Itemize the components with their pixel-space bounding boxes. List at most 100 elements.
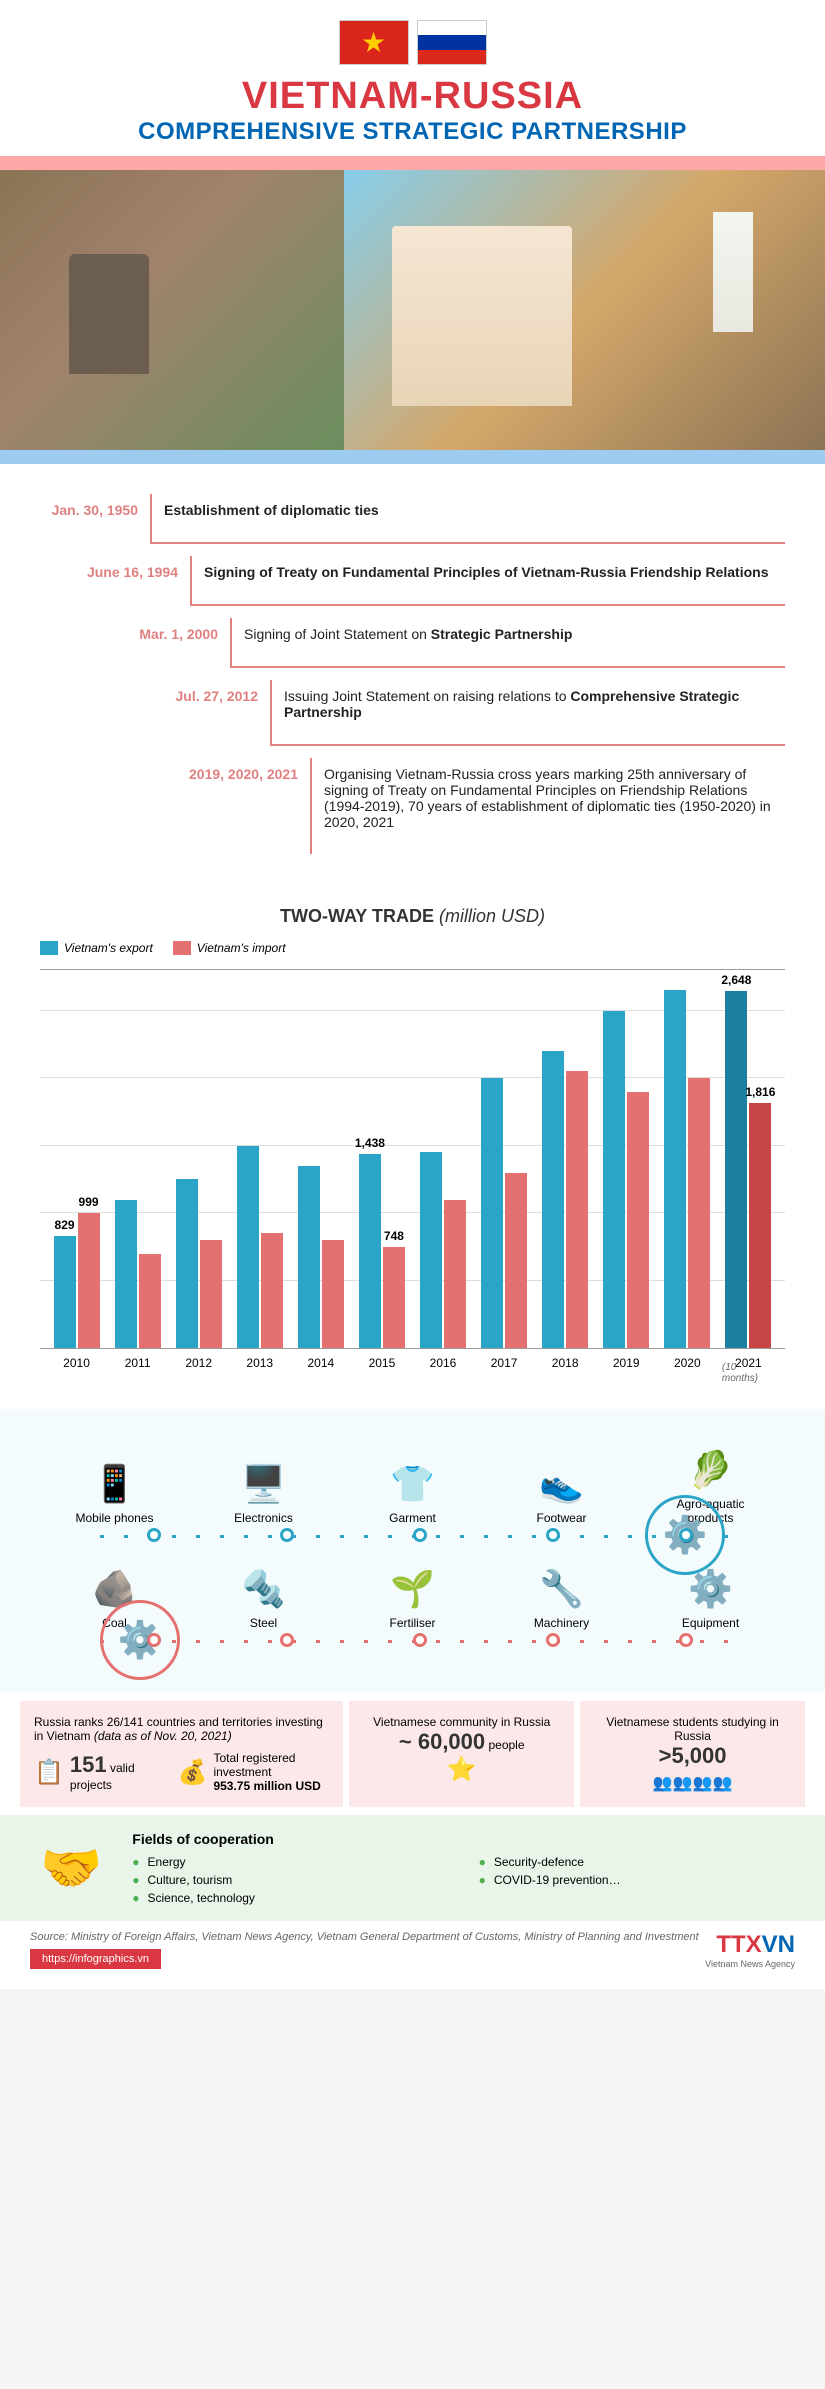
product-icon: 🌱 [363,1568,463,1610]
connector-dot-icon [280,1633,294,1647]
connector-dot-icon [413,1528,427,1542]
cooperation-item: Security-defence [479,1855,785,1869]
chart-section: TWO-WAY TRADE (million USD) Vietnam's ex… [0,886,825,1369]
product-item: 🌱Fertiliser [363,1568,463,1630]
chart-year-group: 2014 [294,970,347,1348]
product-icon: 🔩 [214,1568,314,1610]
vietnam-landmark-image [0,170,344,450]
product-icon: 📱 [65,1463,165,1505]
product-item: ⚙️ Equipment [661,1568,761,1630]
product-icon: 🔧 [512,1568,612,1610]
import-bar [566,1071,588,1348]
year-label: 2019 [613,1356,640,1370]
import-bar: 999 [78,1213,100,1348]
chart-year-group: 2017 [478,970,531,1348]
year-label: 2018 [552,1356,579,1370]
source-text: Source: Ministry of Foreign Affairs, Vie… [30,1931,699,1943]
product-item: 📱Mobile phones [65,1463,165,1525]
russia-flag-icon [417,20,487,65]
export-bar [115,1200,137,1349]
agency-logo: TTXVN [705,1931,795,1959]
import-bar [627,1092,649,1348]
product-label: Electronics [214,1511,314,1525]
timeline-text: Signing of Joint Statement on Strategic … [244,626,785,642]
chart-year-group: 2020 [661,970,714,1348]
header: VIETNAM-RUSSIA COMPREHENSIVE STRATEGIC P… [0,0,825,156]
chart-year-group: 8299992010 [50,970,103,1348]
cooperation-item: Energy [132,1855,438,1869]
year-label: 2010 [63,1356,90,1370]
cooperation-section: 🤝 Fields of cooperation Energy Security-d… [0,1815,825,1921]
cooperation-item: Culture, tourism [132,1873,438,1887]
handshake-icon: 🤝 [40,1839,102,1898]
export-bar [664,990,686,1348]
community-stat-box: Vietnamese community in Russia ~ 60,000 … [349,1701,574,1807]
import-bar [139,1254,161,1349]
export-swatch-icon [40,941,58,955]
export-bar: 2,648 [725,991,747,1348]
cooperation-list: EnergySecurity-defenceCulture, tourismCO… [132,1855,785,1905]
chart-legend: Vietnam's export Vietnam's import [40,941,785,955]
timeline-date: Jan. 30, 1950 [40,494,150,518]
export-connector-line: ⚙️ [80,1535,745,1538]
connector-dot-icon [147,1633,161,1647]
import-bar: 748 [383,1247,405,1348]
investment-stat-box: Russia ranks 26/141 countries and territ… [20,1701,343,1807]
timeline-item: Jan. 30, 1950 Establishment of diplomatic… [40,494,785,544]
product-icon: ⚙️ [661,1568,761,1610]
people-icons: 👥👥👥👥 [594,1773,791,1793]
export-bar: 829 [54,1236,76,1348]
import-bar [444,1200,466,1349]
chart-year-group: 2013 [233,970,286,1348]
connector-dot-icon [546,1528,560,1542]
timeline-item: 2019, 2020, 2021Organising Vietnam-Russi… [40,758,785,854]
source-url: https://infographics.vn [30,1949,161,1969]
product-label: Equipment [661,1616,761,1630]
subtitle: COMPREHENSIVE STRATEGIC PARTNERSHIP [0,118,825,146]
product-item: 👟Footwear [512,1463,612,1525]
export-bar [237,1146,259,1349]
connector-dot-icon [679,1633,693,1647]
product-label: Steel [214,1616,314,1630]
timeline-date: 2019, 2020, 2021 [40,758,310,782]
timeline-text: Establishment of diplomatic ties [164,502,785,518]
chart-year-group: 2,6481,8162021(10 months) [722,970,775,1348]
year-label: 2020 [674,1356,701,1370]
timeline-item: June 16, 1994 Signing of Treaty on Fundam… [40,556,785,606]
timeline-date: June 16, 1994 [40,556,190,580]
products-section: 📱Mobile phones🖥️Electronics👕Garment👟Foot… [0,1409,825,1693]
year-label: 2011 [125,1356,151,1370]
import-connector-line: ⚙️ [80,1640,745,1643]
timeline-item: Mar. 1, 2000Signing of Joint Statement o… [40,618,785,668]
product-icon: 🥬 [661,1449,761,1491]
cooperation-title: Fields of cooperation [132,1831,785,1847]
export-bar: 1,438 [359,1154,381,1348]
chart-year-group: 2016 [416,970,469,1348]
year-label: 2013 [246,1356,273,1370]
product-icon: 👕 [363,1463,463,1505]
star-people-icon: ⭐ [363,1755,560,1784]
export-bar [298,1166,320,1348]
export-bar [481,1078,503,1348]
import-bar [505,1173,527,1349]
timeline-text: Issuing Joint Statement on raising relat… [284,688,785,720]
product-icon: 👟 [512,1463,612,1505]
export-bar [176,1179,198,1348]
connector-dot-icon [147,1528,161,1542]
product-item: 🔧Machinery [512,1568,612,1630]
chart-year-group: 2012 [172,970,225,1348]
bar-chart: 829999201020112012201320141,438748201520… [40,969,785,1349]
footer: Source: Ministry of Foreign Affairs, Vie… [0,1921,825,1989]
import-bar [200,1240,222,1348]
connector-dot-icon [413,1633,427,1647]
timeline-text: Signing of Treaty on Fundamental Princip… [204,564,785,580]
chart-title: TWO-WAY TRADE (million USD) [40,906,785,927]
import-bar [261,1233,283,1348]
import-swatch-icon [173,941,191,955]
year-label: 2017 [491,1356,518,1370]
chart-year-group: 2018 [539,970,592,1348]
timeline-date: Jul. 27, 2012 [40,680,270,704]
chart-year-group: 1,4387482015 [355,970,408,1348]
year-label: 2012 [185,1356,212,1370]
export-bar [420,1152,442,1348]
